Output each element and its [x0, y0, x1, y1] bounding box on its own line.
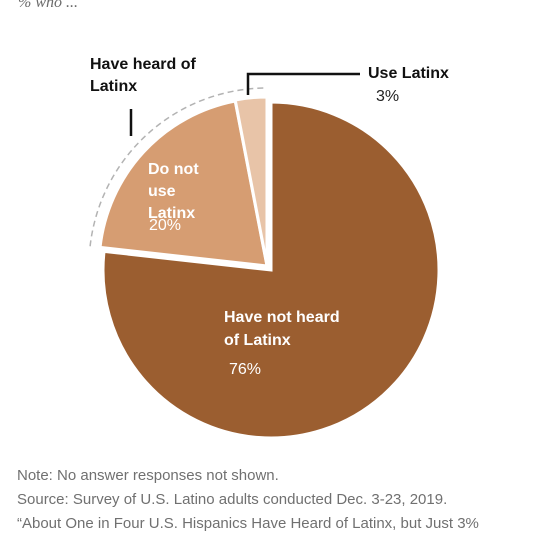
pie-chart: Have not heard of Latinx 76% Do not use Latin…: [89, 56, 449, 440]
heard-of-latinx-arc: [89, 87, 268, 247]
slice-value-do-not-use-latinx: 20%: [149, 217, 181, 234]
slice-labels: Have not heard of Latinx 76% Do not use Latin…: [90, 56, 449, 378]
slice-value-have-not-heard-of-latinx: 76%: [229, 361, 261, 378]
chart-notes: Note: No answer responses not shown. Sou…: [17, 464, 479, 536]
pie-slice-use-latinx: [233, 95, 269, 266]
heard-of-latinx-label: Have heard of Latinx: [90, 56, 196, 95]
pie-slice-have-not-heard-of-latinx: [101, 100, 441, 440]
citation-text: “About One in Four U.S. Hispanics Have H…: [17, 515, 479, 532]
pie-slices: [98, 95, 441, 440]
slice-value-use-latinx: 3%: [376, 88, 399, 105]
slice-label-use-latinx: Use Latinx: [368, 65, 449, 82]
use-latinx-leader: [246, 72, 360, 95]
pie-slice-do-not-use-latinx: [98, 99, 269, 268]
slice-label-have-not-heard-of-latinx: Have not heard of Latinx: [224, 309, 340, 349]
chart-subtitle: % who ...: [18, 0, 78, 11]
slice-label-do-not-use-latinx: Do not use Latinx: [148, 161, 199, 222]
source-text: Source: Survey of U.S. Latino adults con…: [17, 491, 448, 508]
heard-of-latinx-bracket: [89, 72, 360, 247]
note-text: Note: No answer responses not shown.: [17, 467, 279, 484]
